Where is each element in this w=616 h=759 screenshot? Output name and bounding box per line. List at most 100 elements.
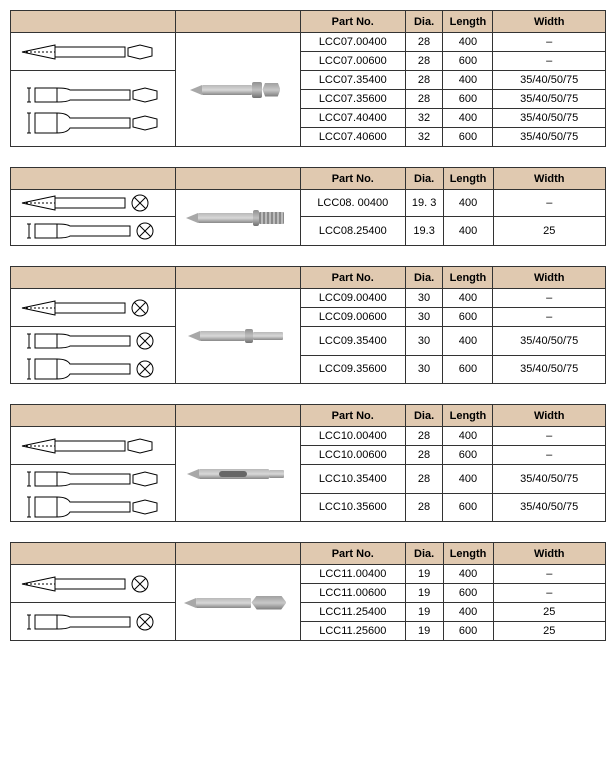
photo-cell [175,33,300,147]
drawing-cell: 35 75 [11,327,176,384]
col-partno: Part No. [300,267,405,289]
cell-dia: 30 [405,289,443,308]
cell-dia: 28 [405,446,443,465]
table-row: LCC07.0040028400– [11,33,606,52]
photo-header [175,405,300,427]
col-width: Width [493,543,605,565]
cell-width: 35/40/50/75 [493,109,606,128]
drawing-cell [11,33,176,71]
cell-dia: 30 [405,355,443,384]
cell-width: – [493,427,606,446]
cell-width: 25 [493,217,605,246]
spec-table: Part No.Dia.LengthWidth LCC07.0040028400… [10,10,606,147]
col-length: Length [443,543,493,565]
table-row: 25 LCC11.254001940025 [11,603,606,622]
spec-table: Part No.Dia.LengthWidth LCC11.0040019400… [10,542,606,641]
cell-dia: 28 [405,493,443,522]
cell-dia: 19.3 [405,217,443,246]
cell-length: 600 [443,622,493,641]
drawing-header [11,405,176,427]
cell-dia: 30 [405,327,443,356]
photo-cell [175,565,300,641]
cell-dia: 19 [405,565,443,584]
cell-partno: LCC09.00600 [300,308,405,327]
cell-width: – [493,33,606,52]
cell-width: 35/40/50/75 [493,493,606,522]
col-width: Width [493,267,606,289]
cell-width: – [493,308,606,327]
cell-dia: 30 [405,308,443,327]
cell-length: 400 [443,33,493,52]
photo-cell [175,427,300,522]
cell-partno: LCC08.25400 [300,217,405,246]
cell-width: 35/40/50/75 [493,71,606,90]
col-dia: Dia. [405,405,443,427]
cell-dia: 28 [405,71,443,90]
drawing-header [11,168,176,190]
spec-table: Part No.Dia.LengthWidth LCC09.0040030400… [10,266,606,384]
cell-partno: LCC07.35400 [300,71,405,90]
cell-length: 400 [443,603,493,622]
cell-length: 400 [443,217,493,246]
photo-header [175,267,300,289]
cell-length: 400 [443,71,493,90]
col-length: Length [443,168,493,190]
table-row: LCC11.0040019400– [11,565,606,584]
col-width: Width [493,11,606,33]
cell-partno: LCC09.35400 [300,327,405,356]
cell-width: 25 [493,622,605,641]
cell-partno: LCC07.00600 [300,52,405,71]
spec-table: Part No.Dia.LengthWidth LCC08. 0040019. … [10,167,606,246]
table-row: 35 75 LCC10.354002840035/40/50/75 [11,465,606,494]
col-width: Width [493,405,606,427]
col-dia: Dia. [405,543,443,565]
cell-width: 35/40/50/75 [493,355,606,384]
cell-length: 600 [443,308,493,327]
cell-length: 400 [443,289,493,308]
cell-partno: LCC09.35600 [300,355,405,384]
cell-dia: 19 [405,584,443,603]
photo-cell [175,190,300,246]
cell-partno: LCC10.00600 [300,446,405,465]
cell-width: 35/40/50/75 [493,128,606,147]
drawing-cell: 25 [11,603,176,641]
cell-partno: LCC08. 00400 [300,190,405,217]
cell-partno: LCC07.40400 [300,109,405,128]
photo-header [175,543,300,565]
cell-length: 400 [443,109,493,128]
cell-partno: LCC11.25400 [300,603,405,622]
cell-partno: LCC11.00400 [300,565,405,584]
cell-length: 600 [443,355,493,384]
table-row: LCC10.0040028400– [11,427,606,446]
cell-dia: 28 [405,52,443,71]
drawing-cell [11,427,176,465]
cell-partno: LCC07.40600 [300,128,405,147]
table-row: LCC09.0040030400– [11,289,606,308]
cell-length: 600 [443,584,493,603]
table-row: 25 LCC08.2540019.340025 [11,217,606,246]
cell-dia: 28 [405,427,443,446]
cell-dia: 19 [405,603,443,622]
cell-width: – [493,289,606,308]
cell-partno: LCC11.00600 [300,584,405,603]
cell-partno: LCC10.35600 [300,493,405,522]
cell-dia: 28 [405,465,443,494]
cell-dia: 28 [405,33,443,52]
cell-partno: LCC07.35600 [300,90,405,109]
cell-length: 600 [443,90,493,109]
cell-width: – [493,446,606,465]
cell-partno: LCC09.00400 [300,289,405,308]
cell-width: – [493,565,605,584]
cell-length: 400 [443,190,493,217]
cell-length: 600 [443,446,493,465]
cell-width: – [493,52,606,71]
drawing-cell [11,190,176,217]
drawing-cell [11,565,176,603]
photo-header [175,168,300,190]
cell-dia: 19 [405,622,443,641]
col-width: Width [493,168,605,190]
table-row: 35 75 LCC09.354003040035/40/50/75 [11,327,606,356]
cell-width: 35/40/50/75 [493,327,606,356]
drawing-header [11,543,176,565]
cell-partno: LCC10.35400 [300,465,405,494]
